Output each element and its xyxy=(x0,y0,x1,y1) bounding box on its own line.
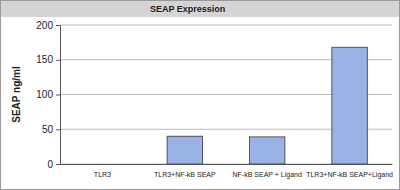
y-tick-mark xyxy=(56,95,60,96)
y-tick: 0 xyxy=(47,159,60,170)
x-tick: NF-kB SEAP + Ligand xyxy=(233,164,302,179)
y-tick-mark xyxy=(56,60,60,61)
x-axis-line xyxy=(61,164,393,165)
y-tick-mark xyxy=(56,164,60,165)
y-tick-label: 0 xyxy=(47,159,53,170)
y-tick-label: 50 xyxy=(42,124,54,135)
y-tick-mark xyxy=(56,25,60,26)
y-axis-line xyxy=(56,26,61,165)
plot: 0 50 100 150 200 TLR3 TLR3+NF-kB SEAP NF-kB SEA… xyxy=(36,20,393,179)
grid-line xyxy=(60,25,392,26)
y-tick: 200 xyxy=(36,20,60,31)
title: SEAP Expression xyxy=(150,4,225,14)
chart-frame xyxy=(1,1,400,190)
bar xyxy=(249,137,284,164)
bars xyxy=(167,47,367,164)
x-tick: TLR3+NF-kB SEAP+Ligand xyxy=(306,164,393,179)
y-tick: 50 xyxy=(42,124,60,135)
y-tick: 150 xyxy=(36,54,60,65)
x-tick-label: TLR3 xyxy=(94,171,111,178)
x-tick: TLR3 xyxy=(94,164,111,178)
y-tick: 100 xyxy=(36,89,60,100)
y-axis-title: SEAP ng/ml xyxy=(11,66,22,123)
title-bar xyxy=(1,1,399,17)
bar xyxy=(85,164,120,165)
y-tick-label: 100 xyxy=(36,89,53,100)
y-tick-mark xyxy=(56,129,60,130)
x-tick-label: TLR3+NF-kB SEAP xyxy=(154,171,216,178)
y-tick-label: 150 xyxy=(36,54,53,65)
y-tick-label: 200 xyxy=(36,20,53,31)
bar xyxy=(167,136,202,164)
x-tick: TLR3+NF-kB SEAP xyxy=(154,164,216,178)
grid xyxy=(60,25,392,164)
x-tick-label: TLR3+NF-kB SEAP+Ligand xyxy=(306,171,393,179)
chart: SEAP Expression 0 50 100 150 200 TLR3 TLR3+NF-k… xyxy=(0,0,400,190)
y-axis: 0 50 100 150 200 xyxy=(36,20,60,170)
x-tick-label: NF-kB SEAP + Ligand xyxy=(233,171,302,179)
bar xyxy=(332,47,367,164)
x-axis: TLR3 TLR3+NF-kB SEAP NF-kB SEAP + Ligand TL… xyxy=(61,164,394,179)
